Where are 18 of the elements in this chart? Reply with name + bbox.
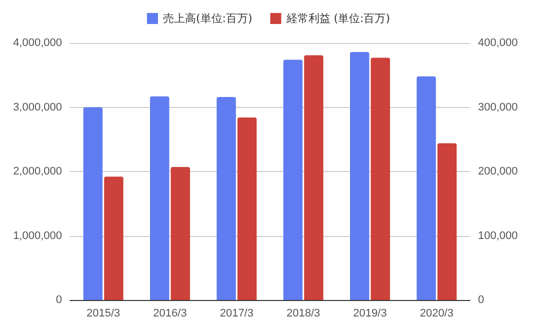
y-tick-label: 4,000,000 xyxy=(13,37,62,49)
y-tick-label: 1,000,000 xyxy=(13,230,62,242)
x-tick-label: 2015/3 xyxy=(86,308,120,320)
y2-tick-label: 400,000 xyxy=(478,37,518,49)
y-tick-label: 3,000,000 xyxy=(13,101,62,114)
y2-tick-label: 0 xyxy=(478,294,484,306)
y2-tick-label: 200,000 xyxy=(478,166,518,178)
y-tick-label: 2,000,000 xyxy=(13,166,62,178)
x-tick-label: 2018/3 xyxy=(286,308,320,320)
x-tick-label: 2016/3 xyxy=(153,308,187,320)
x-tick-label: 2019/3 xyxy=(353,308,387,320)
y-tick-label: 0 xyxy=(56,294,62,306)
x-tick-label: 2020/3 xyxy=(420,308,454,320)
y2-tick-label: 300,000 xyxy=(478,101,518,114)
x-tick-label: 2017/3 xyxy=(220,308,254,320)
y2-tick-label: 100,000 xyxy=(478,230,518,242)
legend-label: 経常利益 (単位:百万) xyxy=(285,12,390,25)
legend-label: 売上高(単位:百万) xyxy=(162,12,252,25)
